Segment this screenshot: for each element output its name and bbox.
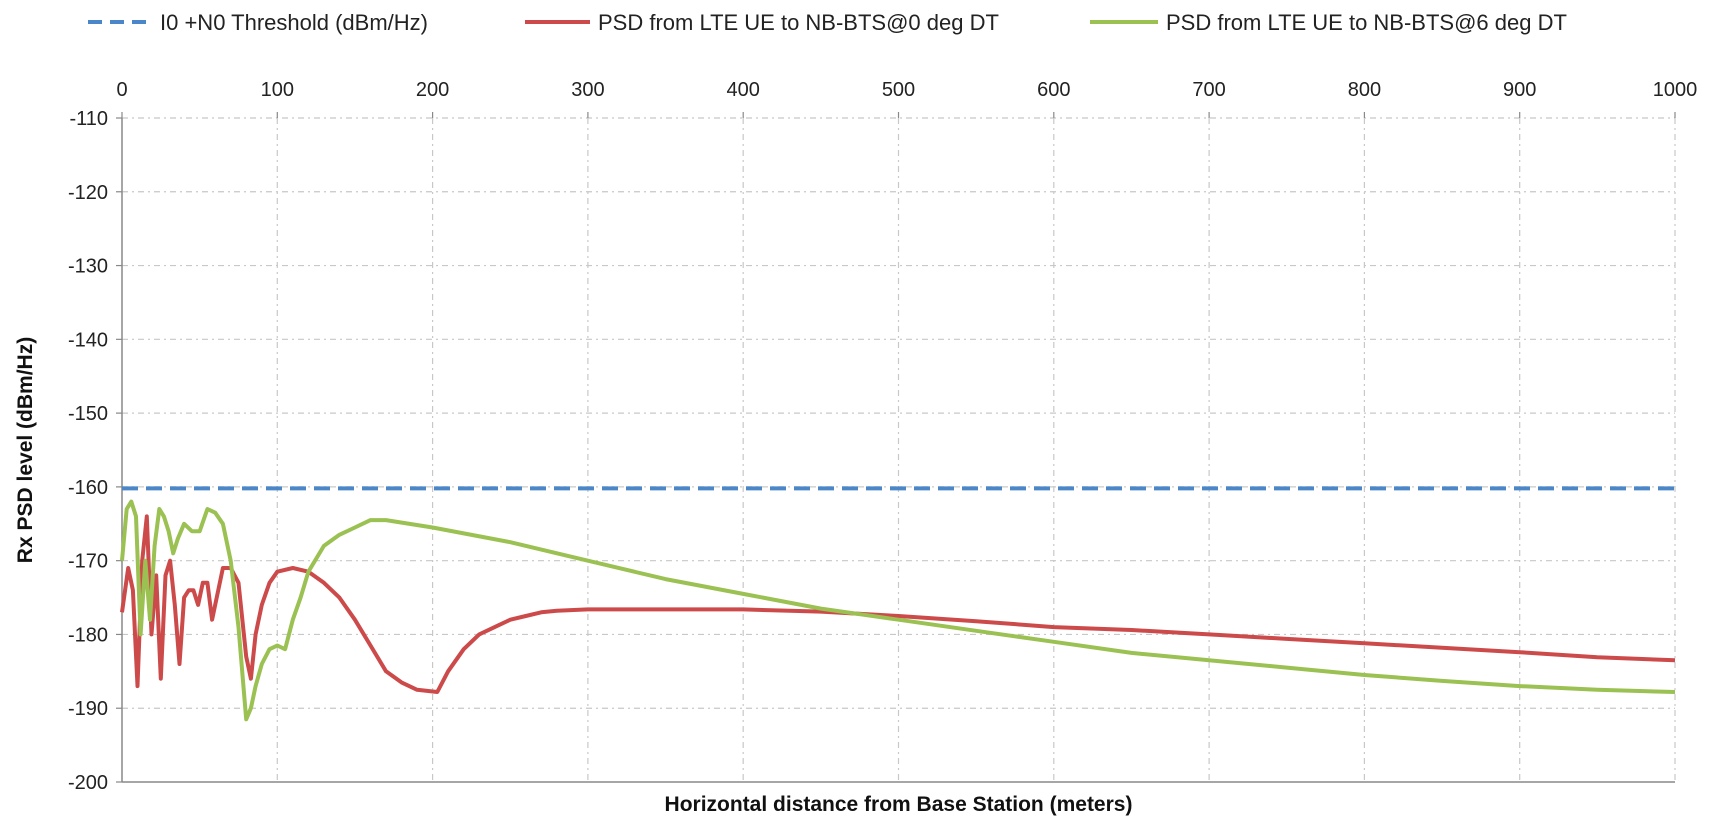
x-axis-ticks: 0 100 200 300 400 500 600 700 800 900 1000 (116, 79, 1697, 118)
y-tick-label: -160 (68, 477, 108, 499)
grid-lines (122, 117, 1676, 782)
x-tick-label: 700 (1192, 79, 1225, 101)
legend-item-psd-6-deg: PSD from LTE UE to NB-BTS@6 deg DT (1090, 10, 1567, 35)
y-tick-label: -180 (68, 624, 108, 646)
legend-label-psd-0-deg: PSD from LTE UE to NB-BTS@0 deg DT (598, 10, 999, 35)
y-tick-label: -190 (68, 698, 108, 720)
legend: I0 +N0 Threshold (dBm/Hz) PSD from LTE U… (88, 10, 1567, 35)
x-tick-label: 300 (571, 79, 604, 101)
y-tick-label: -140 (68, 329, 108, 351)
y-axis-ticks: -110 -120 -130 -140 -150 -160 -170 -180 -190 -200 (68, 108, 122, 794)
legend-item-psd-0-deg: PSD from LTE UE to NB-BTS@0 deg DT (525, 10, 999, 35)
y-axis-title: Rx PSD level (dBm/Hz) (14, 337, 37, 563)
y-tick-label: -170 (68, 551, 108, 573)
x-tick-label: 400 (727, 79, 760, 101)
x-tick-label: 0 (116, 79, 127, 101)
y-tick-label: -120 (68, 182, 108, 204)
legend-label-threshold: I0 +N0 Threshold (dBm/Hz) (160, 10, 428, 35)
x-tick-label: 900 (1503, 79, 1536, 101)
x-tick-label: 800 (1348, 79, 1381, 101)
legend-label-psd-6-deg: PSD from LTE UE to NB-BTS@6 deg DT (1166, 10, 1567, 35)
x-tick-label: 200 (416, 79, 449, 101)
x-axis-title: Horizontal distance from Base Station (m… (665, 793, 1133, 816)
plot-series (120, 486, 1676, 722)
y-tick-label: -130 (68, 256, 108, 278)
x-tick-label: 1000 (1653, 79, 1698, 101)
series-line-psd-6-deg (120, 499, 1676, 722)
y-tick-label: -110 (69, 108, 108, 130)
y-tick-label: -200 (68, 772, 108, 794)
x-tick-label: 500 (882, 79, 915, 101)
legend-item-threshold: I0 +N0 Threshold (dBm/Hz) (88, 10, 428, 35)
y-tick-label: -150 (68, 403, 108, 425)
x-tick-label: 100 (261, 79, 294, 101)
x-tick-label: 600 (1037, 79, 1070, 101)
